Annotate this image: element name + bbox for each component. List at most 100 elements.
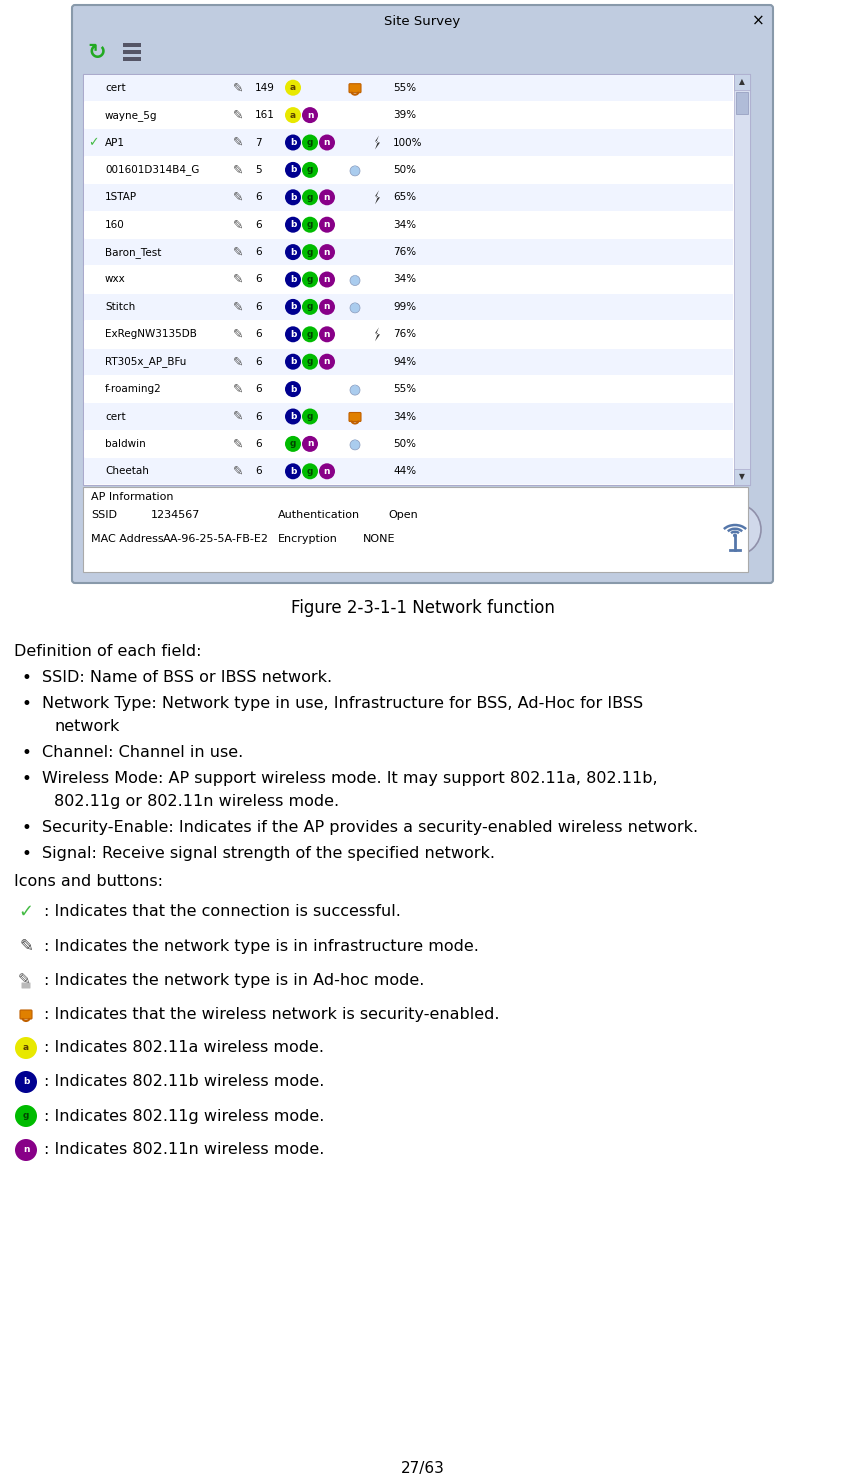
Text: Signal: Receive signal strength of the specified network.: Signal: Receive signal strength of the s… [42, 846, 495, 861]
Text: 6: 6 [255, 466, 261, 476]
Circle shape [285, 135, 301, 150]
Circle shape [285, 190, 301, 205]
Text: 6: 6 [255, 301, 261, 312]
Text: network: network [54, 720, 119, 735]
Circle shape [285, 217, 301, 233]
Text: ✎: ✎ [233, 108, 244, 122]
Text: 6: 6 [255, 275, 261, 285]
Circle shape [302, 107, 318, 123]
Circle shape [302, 463, 318, 479]
Circle shape [285, 436, 301, 453]
FancyBboxPatch shape [84, 430, 733, 457]
Text: Baron_Test: Baron_Test [105, 246, 162, 258]
Text: 76%: 76% [393, 329, 416, 340]
Text: 6: 6 [255, 329, 261, 340]
Text: a: a [290, 111, 296, 120]
Circle shape [15, 1037, 37, 1060]
Text: g: g [307, 413, 313, 421]
Circle shape [319, 353, 335, 370]
Circle shape [302, 436, 318, 453]
Text: ×: × [751, 13, 765, 28]
FancyBboxPatch shape [83, 487, 748, 571]
Text: cert: cert [105, 411, 125, 421]
Circle shape [319, 326, 335, 343]
FancyBboxPatch shape [84, 266, 733, 292]
Text: ✎: ✎ [233, 273, 244, 286]
Text: wxx: wxx [105, 275, 126, 285]
Text: g: g [307, 193, 313, 202]
Circle shape [302, 408, 318, 424]
Text: 6: 6 [255, 193, 261, 202]
Text: 34%: 34% [393, 275, 416, 285]
Polygon shape [375, 328, 380, 341]
FancyBboxPatch shape [84, 375, 733, 402]
Text: 76%: 76% [393, 248, 416, 257]
Text: 1STAP: 1STAP [105, 193, 137, 202]
Text: n: n [307, 439, 313, 448]
Circle shape [302, 243, 318, 260]
Text: 99%: 99% [393, 301, 416, 312]
Circle shape [285, 243, 301, 260]
Text: NONE: NONE [363, 534, 395, 545]
Text: Icons and buttons:: Icons and buttons: [14, 874, 163, 889]
Text: Encryption: Encryption [278, 534, 338, 545]
Text: n: n [324, 138, 330, 147]
FancyBboxPatch shape [20, 1011, 32, 1020]
Text: AP1: AP1 [105, 138, 125, 147]
Text: •: • [21, 669, 31, 687]
Text: Security-Enable: Indicates if the AP provides a security-enabled wireless networ: Security-Enable: Indicates if the AP pro… [42, 821, 698, 835]
Text: : Indicates 802.11b wireless mode.: : Indicates 802.11b wireless mode. [44, 1074, 324, 1089]
Circle shape [319, 217, 335, 233]
FancyBboxPatch shape [84, 157, 733, 183]
Polygon shape [352, 275, 358, 280]
Circle shape [350, 386, 360, 395]
FancyBboxPatch shape [123, 43, 141, 47]
Text: •: • [21, 844, 31, 864]
Text: baldwin: baldwin [105, 439, 146, 448]
FancyBboxPatch shape [349, 83, 361, 92]
Text: 6: 6 [255, 356, 261, 367]
Text: b: b [290, 467, 296, 476]
Text: b: b [290, 303, 296, 312]
Text: ✎: ✎ [233, 438, 244, 451]
Polygon shape [352, 439, 358, 445]
Circle shape [319, 190, 335, 205]
Text: wayne_5g: wayne_5g [105, 110, 157, 120]
Text: : Indicates 802.11g wireless mode.: : Indicates 802.11g wireless mode. [44, 1109, 324, 1123]
Text: 6: 6 [255, 220, 261, 230]
FancyBboxPatch shape [83, 74, 750, 485]
Circle shape [285, 162, 301, 178]
Text: g: g [290, 439, 296, 448]
FancyBboxPatch shape [84, 459, 733, 484]
Text: 6: 6 [255, 248, 261, 257]
Text: Figure 2-3-1-1 Network function: Figure 2-3-1-1 Network function [291, 600, 555, 617]
Text: 802.11g or 802.11n wireless mode.: 802.11g or 802.11n wireless mode. [54, 794, 339, 809]
Circle shape [285, 381, 301, 398]
Circle shape [15, 1106, 37, 1126]
Text: 34%: 34% [393, 220, 416, 230]
Text: •: • [21, 743, 31, 761]
Text: ✎: ✎ [233, 245, 244, 258]
Circle shape [319, 243, 335, 260]
Polygon shape [352, 384, 358, 390]
Circle shape [302, 272, 318, 288]
Text: b: b [290, 384, 296, 393]
Text: •: • [21, 819, 31, 837]
Text: ↻: ↻ [88, 43, 107, 62]
Text: 65%: 65% [393, 193, 416, 202]
FancyBboxPatch shape [123, 56, 141, 61]
Circle shape [319, 272, 335, 288]
FancyBboxPatch shape [734, 469, 750, 485]
Text: : Indicates the network type is in infrastructure mode.: : Indicates the network type is in infra… [44, 938, 479, 954]
Circle shape [15, 1140, 37, 1160]
Text: MAC Address: MAC Address [91, 534, 163, 545]
Text: g: g [307, 138, 313, 147]
Text: 50%: 50% [393, 439, 416, 448]
Text: Stitch: Stitch [105, 301, 135, 312]
Text: b: b [23, 1077, 30, 1086]
Circle shape [350, 276, 360, 285]
FancyBboxPatch shape [84, 74, 733, 101]
Text: AP Information: AP Information [91, 493, 173, 502]
Text: n: n [307, 111, 313, 120]
Circle shape [285, 298, 301, 315]
